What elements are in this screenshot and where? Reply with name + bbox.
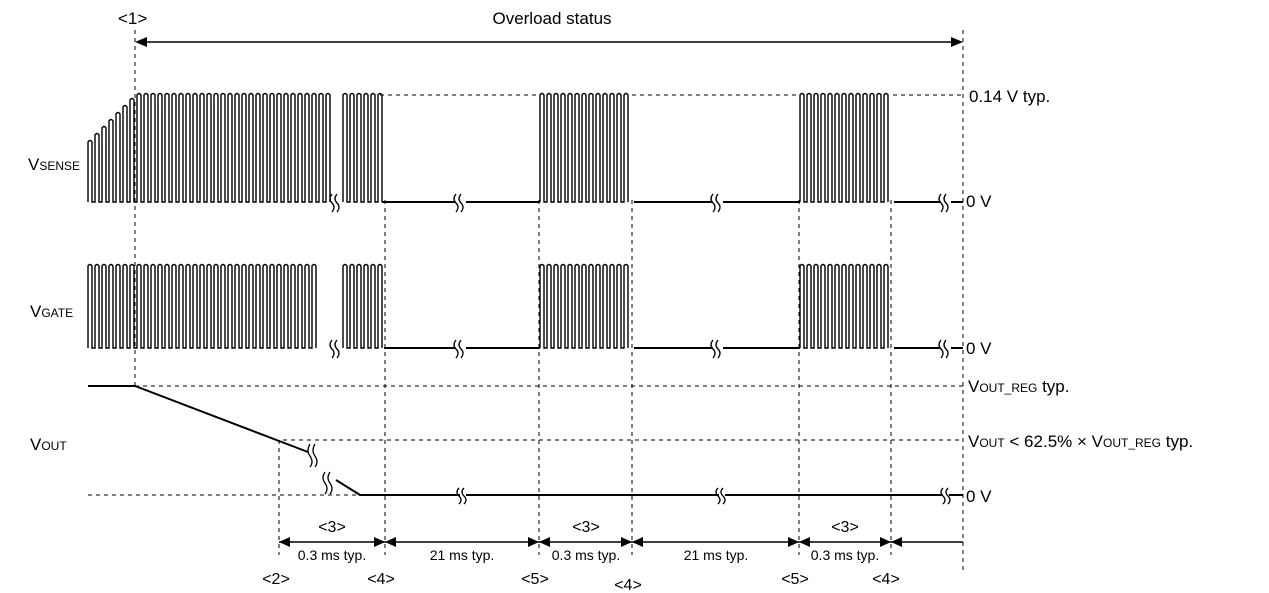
vsense-pulse-train-1 — [87, 92, 331, 203]
marker-3-label-c: <3> — [831, 519, 859, 536]
marker-4-label-b: <4> — [614, 577, 642, 593]
vsense-trace — [87, 92, 963, 213]
marker-4-label-a: <4> — [367, 571, 395, 588]
vgate-break-2 — [453, 339, 459, 359]
vgate-trace — [87, 263, 963, 359]
vgate-pulse-train-1 — [87, 263, 317, 349]
vgate-pulse-train-2 — [342, 263, 383, 349]
vsense-break-2 — [453, 193, 459, 213]
vout-label: VOUT — [30, 435, 67, 454]
marker-4-label-c: <4> — [872, 571, 900, 588]
vgate-zero-label: 0 V — [966, 339, 992, 358]
vout-reg-level-label: VOUT_REG typ. — [968, 377, 1069, 396]
level-guides — [88, 94, 963, 496]
vsense-peak-level-label: 0.14 V typ. — [969, 87, 1050, 106]
vgate-pulse-train-4 — [799, 263, 889, 349]
marker-3-label-a: <3> — [318, 519, 346, 536]
vsense-pulse-train-4 — [799, 92, 889, 203]
marker-2-label: <2> — [262, 571, 290, 588]
vsense-break-1 — [329, 193, 335, 213]
vsense-pulse-train-2 — [342, 92, 383, 203]
vgate-label: VGATE — [30, 302, 73, 321]
off-time-label-b: 21 ms typ. — [684, 547, 749, 563]
vsense-break-3 — [710, 193, 716, 213]
vgate-break-4 — [938, 339, 944, 359]
vertical-guides — [134, 30, 964, 570]
marker-5-label-a: <5> — [521, 571, 549, 588]
marker-5-label-b: <5> — [781, 571, 809, 588]
vsense-break-4 — [938, 193, 944, 213]
on-time-label-a: 0.3 ms typ. — [298, 547, 366, 563]
arrowhead-right — [951, 37, 963, 47]
vout-trace — [88, 385, 963, 505]
on-time-label-b: 0.3 ms typ. — [552, 547, 620, 563]
on-time-label-c: 0.3 ms typ. — [811, 547, 879, 563]
vgate-break-1 — [329, 339, 335, 359]
timing-arrows — [279, 537, 963, 547]
marker-3-label-b: <3> — [572, 519, 600, 536]
arrowhead-left — [135, 37, 147, 47]
marker-1-label: <1> — [118, 9, 147, 28]
vgate-break-3 — [710, 339, 716, 359]
overload-status-label: Overload status — [492, 9, 611, 28]
vout-threshold-label: VOUT < 62.5% × VOUT_REG typ. — [968, 432, 1193, 451]
vsense-zero-label: 0 V — [966, 192, 992, 211]
vsense-label: VSENSE — [28, 155, 80, 174]
vsense-pulse-train-3 — [539, 92, 629, 203]
vout-zero-label: 0 V — [966, 487, 992, 506]
vgate-pulse-train-3 — [539, 263, 629, 349]
off-time-label-a: 21 ms typ. — [430, 547, 495, 563]
